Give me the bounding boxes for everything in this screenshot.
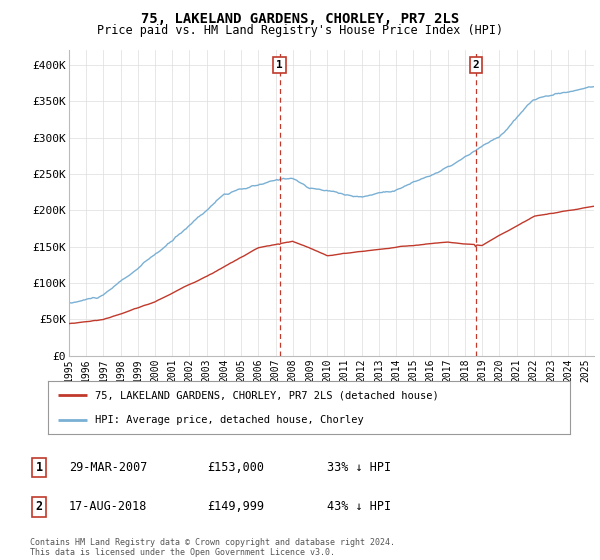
Text: 43% ↓ HPI: 43% ↓ HPI	[327, 500, 391, 514]
Text: 1: 1	[276, 60, 283, 70]
Text: 75, LAKELAND GARDENS, CHORLEY, PR7 2LS: 75, LAKELAND GARDENS, CHORLEY, PR7 2LS	[141, 12, 459, 26]
Text: 2: 2	[35, 500, 43, 514]
Text: 2: 2	[472, 60, 479, 70]
Text: 75, LAKELAND GARDENS, CHORLEY, PR7 2LS (detached house): 75, LAKELAND GARDENS, CHORLEY, PR7 2LS (…	[95, 390, 439, 400]
Text: Contains HM Land Registry data © Crown copyright and database right 2024.
This d: Contains HM Land Registry data © Crown c…	[30, 538, 395, 557]
Text: 29-MAR-2007: 29-MAR-2007	[69, 461, 148, 474]
Text: £149,999: £149,999	[207, 500, 264, 514]
Text: 17-AUG-2018: 17-AUG-2018	[69, 500, 148, 514]
Text: Price paid vs. HM Land Registry's House Price Index (HPI): Price paid vs. HM Land Registry's House …	[97, 24, 503, 37]
Text: 33% ↓ HPI: 33% ↓ HPI	[327, 461, 391, 474]
Text: £153,000: £153,000	[207, 461, 264, 474]
Text: 1: 1	[35, 461, 43, 474]
Text: HPI: Average price, detached house, Chorley: HPI: Average price, detached house, Chor…	[95, 414, 364, 424]
